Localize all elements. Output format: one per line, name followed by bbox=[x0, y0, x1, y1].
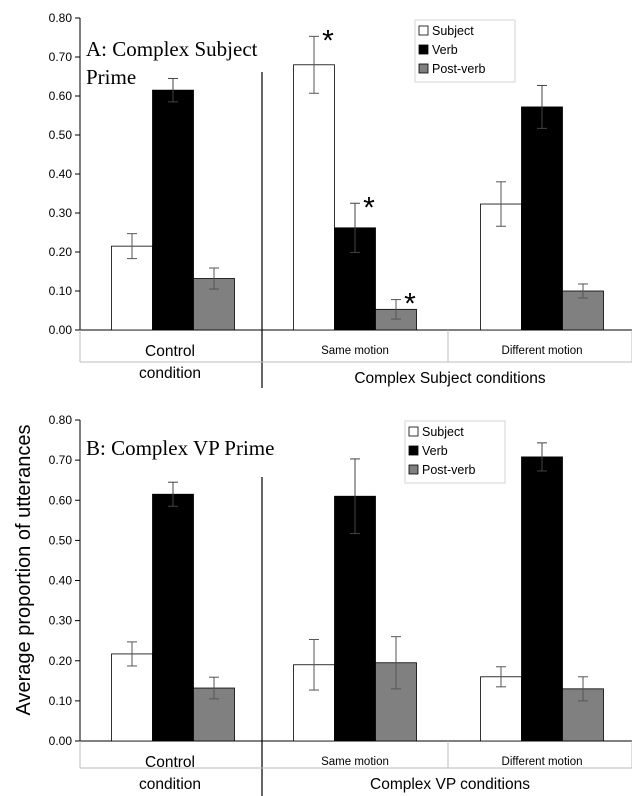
category-label: Same motion bbox=[321, 756, 389, 768]
y-tick-label: 0.60 bbox=[49, 89, 73, 103]
legend-swatch-verb bbox=[408, 445, 419, 456]
legend-swatch-subject bbox=[418, 25, 429, 36]
category-label: Different motion bbox=[502, 756, 583, 768]
bar-verb bbox=[334, 495, 376, 742]
panel-title: A: Complex Subject bbox=[86, 37, 258, 61]
legend-box bbox=[404, 420, 506, 484]
category-label: Same motion bbox=[321, 345, 389, 357]
legend-swatch-verb bbox=[418, 44, 429, 55]
legend-box bbox=[414, 19, 516, 83]
group-caption: Complex VP conditions bbox=[370, 776, 530, 793]
y-axis-label: Average proportion of utterances bbox=[13, 425, 35, 716]
bar-verb bbox=[152, 493, 194, 742]
legend-label: Verb bbox=[422, 444, 448, 458]
group-caption: Complex Subject conditions bbox=[354, 370, 546, 387]
legend-label: Subject bbox=[422, 425, 464, 439]
y-tick-label: 0.10 bbox=[49, 284, 73, 298]
y-tick-label: 0.60 bbox=[49, 493, 73, 507]
category-label: Control bbox=[145, 754, 195, 771]
bar-verb bbox=[521, 456, 563, 742]
significance-marker: * bbox=[322, 24, 334, 57]
legend-swatch-post-verb bbox=[408, 464, 419, 475]
y-tick-label: 0.80 bbox=[49, 413, 73, 427]
legend-swatch-subject bbox=[408, 426, 419, 437]
panel-title: B: Complex VP Prime bbox=[86, 436, 274, 460]
y-tick-label: 0.40 bbox=[49, 574, 73, 588]
category-label: condition bbox=[139, 365, 201, 382]
y-tick-label: 0.70 bbox=[49, 453, 73, 467]
bar-subject bbox=[480, 676, 522, 742]
significance-marker: * bbox=[404, 288, 416, 321]
y-tick-label: 0.50 bbox=[49, 533, 73, 547]
y-tick-label: 0.80 bbox=[49, 11, 73, 25]
legend-label: Verb bbox=[432, 43, 458, 57]
panel-title: Prime bbox=[86, 65, 136, 89]
legend-label: Post-verb bbox=[422, 463, 476, 477]
bar-subject bbox=[111, 653, 153, 742]
y-tick-label: 0.10 bbox=[49, 694, 73, 708]
legend: Subject Verb Post-verb bbox=[414, 19, 516, 83]
bar-subject bbox=[293, 64, 335, 331]
legend-swatch-post-verb bbox=[418, 63, 429, 74]
chart-panel-a: 0.00 0.10 0.20 0.30 0.40 0.50 0.60 0.70 0.80 * * * C… bbox=[49, 11, 632, 388]
y-tick-label: 0.30 bbox=[49, 206, 73, 220]
y-tick-label: 0.00 bbox=[49, 323, 73, 337]
y-tick-label: 0.70 bbox=[49, 50, 73, 64]
y-tick-label: 0.40 bbox=[49, 167, 73, 181]
category-label: Control bbox=[145, 343, 195, 360]
y-tick-label: 0.30 bbox=[49, 614, 73, 628]
y-tick-label: 0.50 bbox=[49, 128, 73, 142]
bar-verb bbox=[152, 89, 194, 331]
bar-subject bbox=[111, 245, 153, 331]
y-tick-label: 0.20 bbox=[49, 654, 73, 668]
chart-panel-b: 0.00 0.10 0.20 0.30 0.40 0.50 0.60 0.70 0.80 Cont… bbox=[49, 413, 632, 796]
bar-verb bbox=[521, 106, 563, 331]
legend: Subject Verb Post-verb bbox=[404, 420, 506, 484]
legend-label: Post-verb bbox=[432, 62, 486, 76]
y-tick-label: 0.20 bbox=[49, 245, 73, 259]
significance-marker: * bbox=[363, 191, 375, 224]
y-tick-label: 0.00 bbox=[49, 734, 73, 748]
legend-label: Subject bbox=[432, 24, 474, 38]
category-label: condition bbox=[139, 776, 201, 793]
category-label: Different motion bbox=[502, 345, 583, 357]
